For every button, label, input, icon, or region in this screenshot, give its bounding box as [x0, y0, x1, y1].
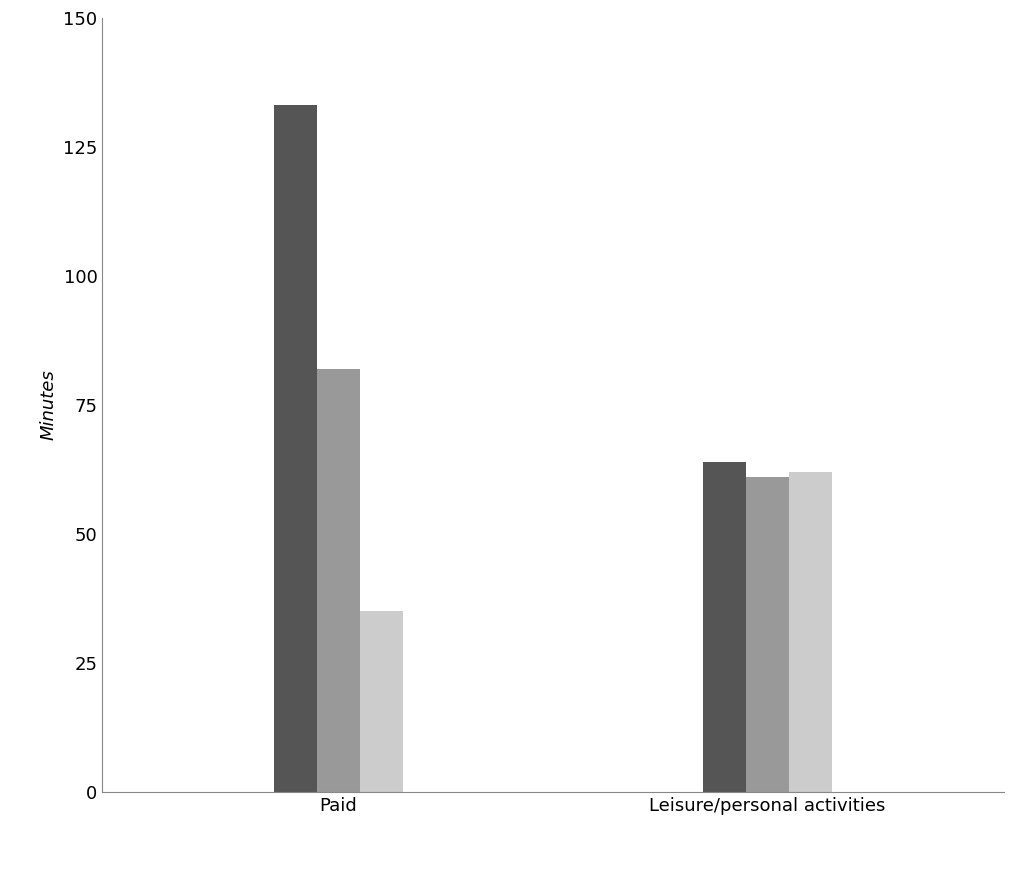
Y-axis label: Minutes: Minutes	[40, 370, 57, 440]
Bar	[746, 477, 788, 792]
Bar	[317, 369, 359, 792]
Bar	[703, 462, 746, 792]
Bar	[274, 106, 317, 792]
Bar	[359, 612, 402, 792]
Bar	[788, 472, 831, 792]
